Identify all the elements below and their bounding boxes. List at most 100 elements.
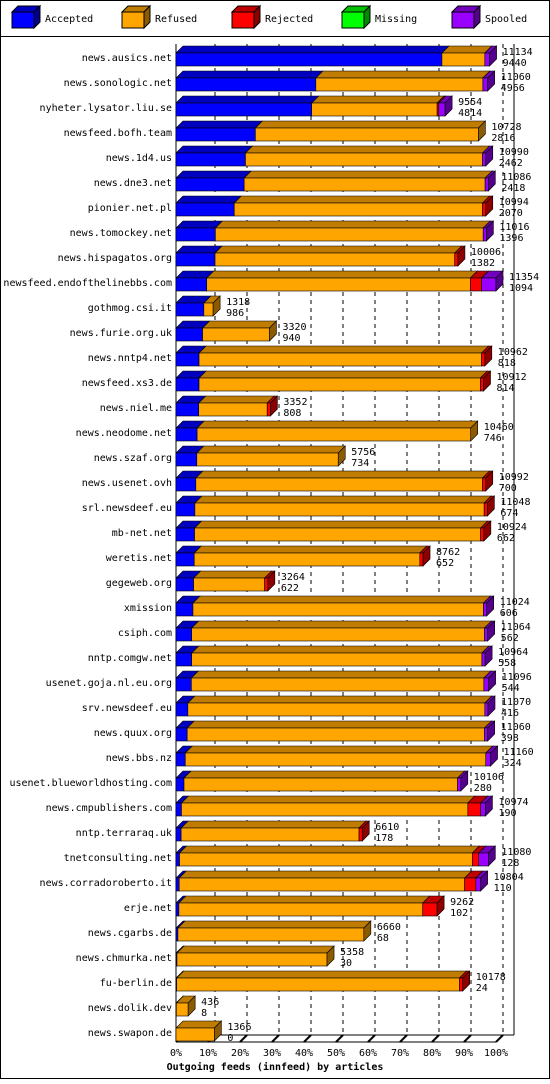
total-label: 10460 <box>484 422 514 433</box>
bar-top <box>194 571 272 578</box>
accepted-label: 652 <box>436 558 454 569</box>
y-tick-label: srv.newsdeef.eu <box>82 703 172 714</box>
bar <box>439 103 445 116</box>
bar <box>176 878 179 891</box>
total-label: 10974 <box>498 797 528 808</box>
bar <box>176 553 194 566</box>
total-label: 10178 <box>476 972 506 983</box>
legend-label: Refused <box>155 14 197 25</box>
total-label: 9554 <box>458 97 482 108</box>
bar <box>485 178 488 191</box>
bar <box>176 628 192 641</box>
bar <box>188 703 485 716</box>
x-tick-label: 30% <box>263 1048 281 1059</box>
accepted-label: 1382 <box>471 258 495 269</box>
y-tick-label: nntp.comgw.net <box>88 653 172 664</box>
bar-top <box>176 71 323 78</box>
bar <box>485 53 490 66</box>
accepted-label: 746 <box>484 433 502 444</box>
accepted-label: 662 <box>497 533 515 544</box>
bar <box>181 828 359 841</box>
legend-swatch <box>342 12 364 28</box>
y-tick-label: news.hispagatos.org <box>58 253 172 264</box>
x-tick-label: 100% <box>484 1048 508 1059</box>
bar <box>215 253 455 266</box>
y-tick-label: news.cgarbs.de <box>88 928 172 939</box>
y-tick-label: newsfeed.xs3.de <box>82 378 172 389</box>
bar <box>255 128 478 141</box>
bar-top <box>185 746 492 753</box>
bar <box>177 953 327 966</box>
y-tick-label: weretis.net <box>106 553 172 564</box>
bar-top <box>312 96 444 103</box>
bar-top <box>187 721 491 728</box>
bar <box>195 503 484 516</box>
bar <box>484 628 487 641</box>
bar <box>483 153 486 166</box>
bar <box>460 978 463 991</box>
bar <box>176 203 234 216</box>
bar <box>176 678 191 691</box>
bar-top <box>195 496 491 503</box>
accepted-label: 280 <box>474 783 492 794</box>
accepted-label: 398 <box>501 733 519 744</box>
legend-swatch <box>12 12 34 28</box>
total-label: 5358 <box>340 947 364 958</box>
total-label: 10006 <box>471 247 501 258</box>
bar-top <box>199 346 489 353</box>
bar-top <box>179 896 430 903</box>
bar <box>176 253 215 266</box>
bar-top <box>181 796 474 803</box>
total-label: 6660 <box>377 922 401 933</box>
total-label: 10728 <box>491 122 521 133</box>
legend-swatch <box>232 12 254 28</box>
bar <box>215 228 483 241</box>
y-tick-label: news.tomockey.net <box>70 228 172 239</box>
bar <box>470 278 481 291</box>
bar <box>442 53 485 66</box>
y-tick-label: fu-berlin.de <box>100 978 172 989</box>
legend-label: Spooled <box>485 14 527 25</box>
bar <box>180 853 473 866</box>
x-tick-label: 80% <box>423 1048 441 1059</box>
total-label: 6610 <box>375 822 399 833</box>
y-tick-label: news.bbs.nz <box>106 753 172 764</box>
bar-top <box>195 521 488 528</box>
bar <box>192 653 482 666</box>
bar <box>176 1028 214 1041</box>
bar <box>191 678 483 691</box>
bar <box>482 278 496 291</box>
total-label: 11048 <box>500 497 530 508</box>
y-tick-label: gothmog.csi.it <box>88 303 172 314</box>
bar-top <box>192 646 489 653</box>
bar <box>245 153 482 166</box>
bar-top <box>184 771 465 778</box>
bar <box>207 278 471 291</box>
bar-top <box>442 46 492 53</box>
accepted-label: 808 <box>283 408 301 419</box>
x-tick-label: 40% <box>295 1048 313 1059</box>
bar-top <box>178 921 371 928</box>
bar <box>455 253 458 266</box>
bar-top <box>176 246 222 253</box>
total-label: 10962 <box>498 347 528 358</box>
legend-label: Rejected <box>265 14 313 25</box>
y-tick-label: news.cmpublishers.com <box>46 803 172 814</box>
bar-top <box>191 671 490 678</box>
accepted-label: 4814 <box>458 108 482 119</box>
bar <box>481 528 484 541</box>
bar <box>176 803 181 816</box>
bar <box>194 553 420 566</box>
bar <box>179 903 423 916</box>
bar <box>176 1003 188 1016</box>
bar <box>193 603 484 616</box>
accepted-label: 2418 <box>501 183 525 194</box>
bar <box>184 778 458 791</box>
bar <box>244 178 485 191</box>
bar <box>482 353 485 366</box>
bar-top <box>177 971 467 978</box>
bar <box>181 803 467 816</box>
y-tick-label: tnetconsulting.net <box>64 853 172 864</box>
bar <box>485 703 488 716</box>
